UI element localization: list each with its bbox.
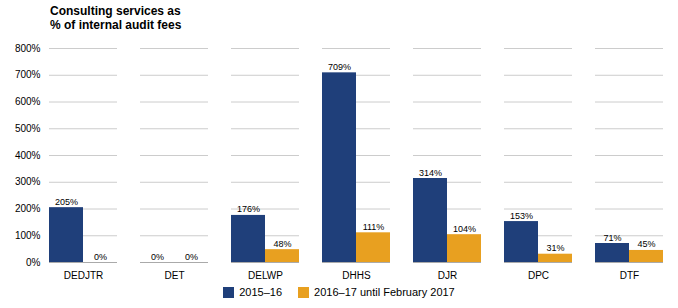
svg-text:104%: 104% xyxy=(453,224,476,234)
svg-text:600%: 600% xyxy=(15,96,41,107)
html-text:2015–16: 2015–16 xyxy=(239,286,283,298)
svg-text:DJR: DJR xyxy=(438,270,457,281)
svg-text:400%: 400% xyxy=(15,150,41,161)
svg-text:48%: 48% xyxy=(273,239,291,249)
svg-text:700%: 700% xyxy=(15,69,41,80)
svg-text:DELWP: DELWP xyxy=(248,270,283,281)
svg-text:300%: 300% xyxy=(15,176,41,187)
svg-text:153%: 153% xyxy=(510,211,533,221)
svg-text:709%: 709% xyxy=(328,62,351,72)
svg-text:DEDJTR: DEDJTR xyxy=(64,270,103,281)
svg-text:0%: 0% xyxy=(185,252,198,262)
svg-text:DHHS: DHHS xyxy=(342,270,371,281)
svg-text:45%: 45% xyxy=(637,239,655,249)
svg-text:31%: 31% xyxy=(546,243,564,253)
svg-text:205%: 205% xyxy=(55,197,78,207)
svg-text:DTF: DTF xyxy=(620,270,639,281)
svg-text:176%: 176% xyxy=(237,204,260,214)
html-text:2016–17 until February 2017: 2016–17 until February 2017 xyxy=(314,286,455,298)
svg-text:0%: 0% xyxy=(26,257,41,268)
svg-text:200%: 200% xyxy=(15,203,41,214)
svg-text:DET: DET xyxy=(165,270,185,281)
svg-text:111%: 111% xyxy=(363,222,385,232)
html-text:Consulting services as % of in: Consulting services as % of internal aud… xyxy=(50,4,182,32)
svg-text:0%: 0% xyxy=(94,252,107,262)
svg-text:800%: 800% xyxy=(15,43,41,54)
svg-text:500%: 500% xyxy=(15,123,41,134)
svg-text:0%: 0% xyxy=(151,252,164,262)
svg-text:314%: 314% xyxy=(419,168,442,178)
svg-text:100%: 100% xyxy=(15,230,41,241)
svg-text:DPC: DPC xyxy=(528,270,549,281)
svg-text:71%: 71% xyxy=(603,233,621,243)
